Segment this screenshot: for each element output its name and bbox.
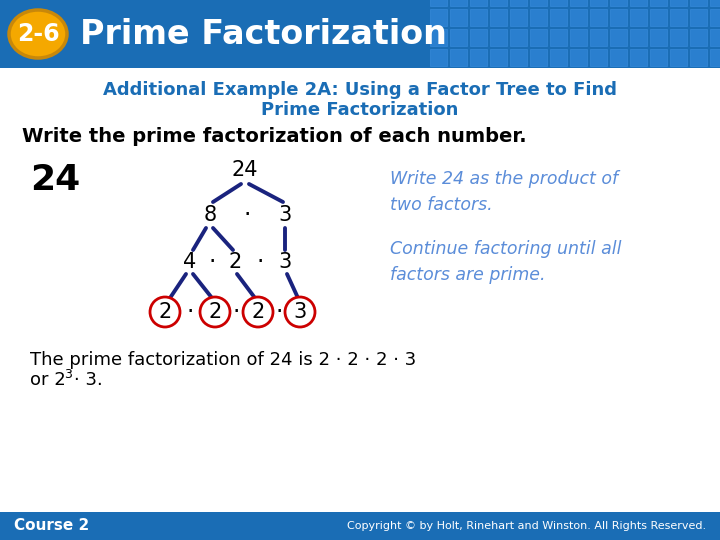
Text: ·: · — [275, 300, 283, 324]
Bar — [490, 9, 507, 26]
Bar — [490, 49, 507, 66]
Text: ·: · — [233, 300, 240, 324]
Bar — [590, 9, 607, 26]
Text: Additional Example 2A: Using a Factor Tree to Find: Additional Example 2A: Using a Factor Tr… — [103, 81, 617, 99]
Text: Copyright © by Holt, Rinehart and Winston. All Rights Reserved.: Copyright © by Holt, Rinehart and Winsto… — [347, 521, 706, 531]
Bar — [430, 49, 447, 66]
Text: 2: 2 — [158, 302, 171, 322]
Text: 2-6: 2-6 — [17, 22, 59, 46]
Bar — [670, 49, 687, 66]
Text: 4: 4 — [184, 252, 197, 272]
Bar — [630, 49, 647, 66]
Text: 2: 2 — [208, 302, 222, 322]
Text: 24: 24 — [232, 160, 258, 180]
Bar — [550, 49, 567, 66]
Bar — [690, 29, 707, 46]
Bar — [670, 29, 687, 46]
Text: Write the prime factorization of each number.: Write the prime factorization of each nu… — [22, 127, 526, 146]
Bar — [610, 0, 627, 6]
Bar — [650, 49, 667, 66]
Bar — [470, 49, 487, 66]
Bar — [630, 0, 647, 6]
Text: 2: 2 — [228, 252, 242, 272]
Bar — [710, 9, 720, 26]
Text: 8: 8 — [204, 205, 217, 225]
Bar — [430, 29, 447, 46]
Circle shape — [285, 297, 315, 327]
Text: 3: 3 — [279, 252, 292, 272]
Bar — [450, 9, 467, 26]
Bar — [550, 0, 567, 6]
Text: Write 24 as the product of
two factors.: Write 24 as the product of two factors. — [390, 170, 618, 214]
Bar — [570, 49, 587, 66]
Bar — [650, 0, 667, 6]
Bar — [530, 0, 547, 6]
Text: Prime Factorization: Prime Factorization — [80, 17, 447, 51]
Text: ·: · — [208, 250, 216, 274]
Bar — [590, 0, 607, 6]
Bar — [690, 0, 707, 6]
Bar — [610, 49, 627, 66]
Bar — [630, 29, 647, 46]
Bar — [710, 29, 720, 46]
Bar — [470, 0, 487, 6]
Circle shape — [200, 297, 230, 327]
Text: 3: 3 — [293, 302, 307, 322]
Bar — [510, 0, 527, 6]
Bar — [430, 9, 447, 26]
Text: 3: 3 — [64, 368, 72, 381]
Bar — [550, 9, 567, 26]
Bar — [570, 9, 587, 26]
Bar — [450, 29, 467, 46]
Ellipse shape — [9, 10, 67, 58]
Bar — [530, 49, 547, 66]
Bar — [670, 9, 687, 26]
Bar — [530, 29, 547, 46]
Text: Continue factoring until all
factors are prime.: Continue factoring until all factors are… — [390, 240, 621, 284]
Bar — [590, 29, 607, 46]
Circle shape — [243, 297, 273, 327]
Bar — [610, 29, 627, 46]
Bar — [590, 49, 607, 66]
Bar — [690, 9, 707, 26]
Bar — [0, 512, 720, 540]
Text: 24: 24 — [30, 163, 80, 197]
Text: Prime Factorization: Prime Factorization — [261, 101, 459, 119]
Text: 3: 3 — [279, 205, 292, 225]
Bar — [550, 29, 567, 46]
Bar — [650, 29, 667, 46]
Bar — [530, 9, 547, 26]
Bar — [0, 0, 720, 68]
Text: ·: · — [243, 203, 251, 227]
Bar — [710, 0, 720, 6]
Text: · 3.: · 3. — [74, 371, 103, 389]
Bar — [570, 29, 587, 46]
Bar — [470, 9, 487, 26]
Bar — [470, 29, 487, 46]
Bar — [630, 9, 647, 26]
Bar — [510, 9, 527, 26]
Bar — [450, 49, 467, 66]
Bar — [690, 49, 707, 66]
Bar — [650, 9, 667, 26]
Bar — [430, 0, 447, 6]
Text: 2: 2 — [251, 302, 265, 322]
Text: ·: · — [186, 300, 194, 324]
Bar — [570, 0, 587, 6]
Bar — [490, 0, 507, 6]
Text: ·: · — [256, 250, 264, 274]
Bar — [610, 9, 627, 26]
Bar — [510, 29, 527, 46]
Circle shape — [150, 297, 180, 327]
Bar — [710, 49, 720, 66]
Text: or 2: or 2 — [30, 371, 66, 389]
Bar — [510, 49, 527, 66]
Bar — [490, 29, 507, 46]
Bar — [450, 0, 467, 6]
Text: Course 2: Course 2 — [14, 518, 89, 534]
Text: The prime factorization of 24 is 2 · 2 · 2 · 3: The prime factorization of 24 is 2 · 2 ·… — [30, 351, 416, 369]
Bar — [670, 0, 687, 6]
